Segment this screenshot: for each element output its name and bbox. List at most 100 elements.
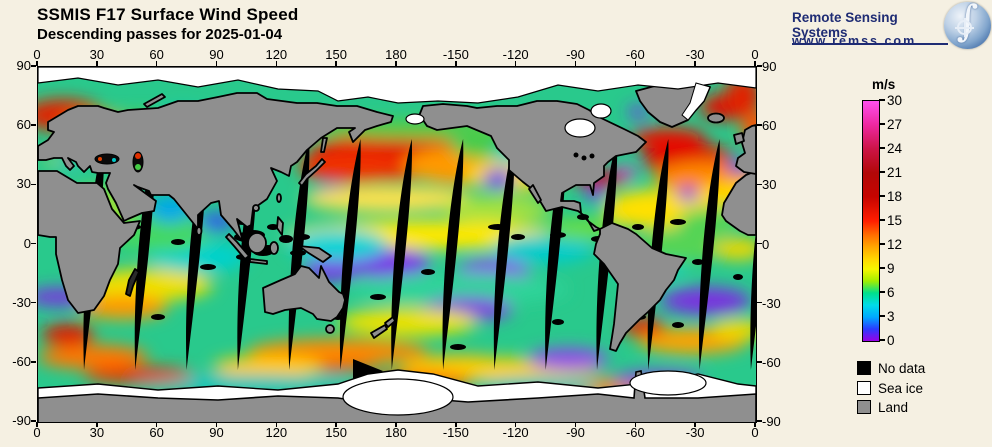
lat-tick-mark-right [757, 183, 762, 186]
land-sri-lanka [195, 226, 203, 236]
lon-tick-label-bottom: 0 [751, 425, 759, 440]
lon-tick-label-bottom: -150 [442, 425, 469, 440]
lon-tick-label-top: -90 [566, 47, 585, 62]
land-sakhalin [320, 137, 328, 153]
lon-tick-label-top: 60 [149, 47, 164, 62]
no-data-speck [279, 235, 293, 243]
swath-gap [493, 139, 515, 370]
lon-tick-label-top: 120 [265, 47, 288, 62]
wind-blob [38, 345, 148, 369]
lon-tick-label-top: -30 [685, 47, 705, 62]
colorbar-tick-label: 0 [887, 333, 895, 348]
lat-tick-label-left: 0 [23, 235, 31, 251]
lat-tick-label-right: -30 [762, 295, 781, 311]
lat-tick-label-left: -60 [12, 353, 31, 369]
lon-tick-mark-bottom [694, 422, 696, 427]
land-antarctica [38, 370, 756, 422]
legend-swatch [857, 361, 871, 375]
lon-tick-label-bottom: 90 [209, 425, 224, 440]
lon-tick-mark-top [36, 61, 38, 66]
land-sumatra [225, 233, 250, 260]
legend-label: Sea ice [878, 380, 924, 396]
land-africa-east-edge [721, 170, 756, 236]
great-lake [581, 155, 587, 161]
crosshair-icon [955, 18, 974, 37]
no-data-speck [267, 224, 279, 230]
lon-tick-mark-bottom [395, 422, 397, 427]
colorbar-tick-mark [879, 147, 885, 149]
colorbar-tick-label: 18 [887, 189, 903, 204]
lat-tick-mark-left [31, 361, 36, 363]
lat-tick-label-right: -60 [762, 354, 781, 370]
colorbar-tick-mark [879, 99, 885, 101]
colorbar-tick-mark [879, 219, 885, 221]
colorbar-tick-label: 3 [887, 309, 895, 324]
lon-tick-label-bottom: -90 [566, 425, 585, 440]
no-data-speck [672, 322, 684, 328]
wind-blob [303, 186, 473, 212]
land-taiwan [276, 193, 282, 203]
colorbar-tick-label: 30 [887, 93, 903, 108]
lat-tick-label-left: -30 [12, 294, 31, 310]
land-africa-west [38, 170, 141, 314]
lon-tick-mark-top [96, 61, 98, 66]
lon-tick-mark-top [754, 61, 756, 66]
logo-name[interactable]: Remote Sensing Systems [792, 10, 948, 45]
no-data-speck [550, 232, 566, 238]
logo-url[interactable]: www.remss.com [792, 34, 917, 48]
lat-tick-mark-right [757, 242, 762, 245]
lat-tick-mark-left [31, 301, 36, 304]
lon-tick-label-top: 180 [385, 47, 407, 62]
lat-tick-mark-left [31, 124, 36, 126]
no-data-speck [370, 294, 386, 300]
bering-ice [405, 113, 425, 125]
lon-tick-mark-bottom [514, 422, 517, 427]
lon-tick-mark-bottom [754, 422, 756, 427]
no-data-speck [488, 224, 508, 230]
lon-tick-label-top: 0 [751, 47, 759, 62]
lon-tick-mark-top [574, 61, 577, 66]
colorbar-tick-mark [879, 339, 885, 341]
no-data-speck [290, 250, 306, 256]
land-tasmania [325, 324, 335, 334]
no-data-speck [200, 264, 216, 270]
world-wind-map [37, 66, 757, 423]
lat-tick-label-right: 30 [762, 177, 777, 193]
greenland-east-ice [681, 82, 711, 121]
lat-tick-label-right: -90 [762, 414, 781, 429]
land-madagascar [125, 268, 140, 297]
colorbar-tick-label: 21 [887, 165, 903, 180]
legend-label: No data [878, 361, 926, 376]
lon-tick-mark-bottom [36, 422, 38, 427]
wind-blob [585, 189, 607, 201]
lon-tick-label-bottom: -60 [625, 425, 645, 440]
no-data-speck [692, 259, 704, 265]
land-layer [38, 82, 756, 352]
no-data-speck [151, 314, 165, 320]
lon-tick-mark-top [215, 61, 218, 66]
black-sea-wind2 [112, 158, 116, 162]
lon-tick-mark-top [395, 61, 397, 66]
no-data-speck [632, 224, 644, 230]
no-data-speck [171, 239, 185, 245]
wind-blob [528, 348, 608, 370]
page-title: SSMIS F17 Surface Wind Speed [37, 5, 299, 24]
land-borneo [247, 232, 267, 254]
wind-blob [617, 167, 635, 179]
lon-tick-label-top: 0 [33, 47, 41, 62]
hudson-bay-ice [564, 118, 596, 138]
swath-gap [699, 139, 720, 370]
colorbar-tick-label: 27 [887, 117, 903, 132]
lat-tick-label-left: 60 [16, 117, 31, 133]
lon-tick-mark-bottom [96, 422, 98, 427]
lon-tick-mark-top [275, 61, 278, 66]
wind-blob [42, 324, 94, 346]
colorbar-tick-mark [879, 171, 885, 173]
no-data-speck [450, 344, 466, 350]
colorbar-tick-mark [879, 195, 885, 197]
swath-gap [442, 139, 464, 370]
wind-blob [83, 367, 193, 383]
lat-tick-mark-right [757, 301, 762, 304]
no-data-speck [733, 274, 743, 280]
lon-tick-label-bottom: 150 [325, 425, 347, 440]
